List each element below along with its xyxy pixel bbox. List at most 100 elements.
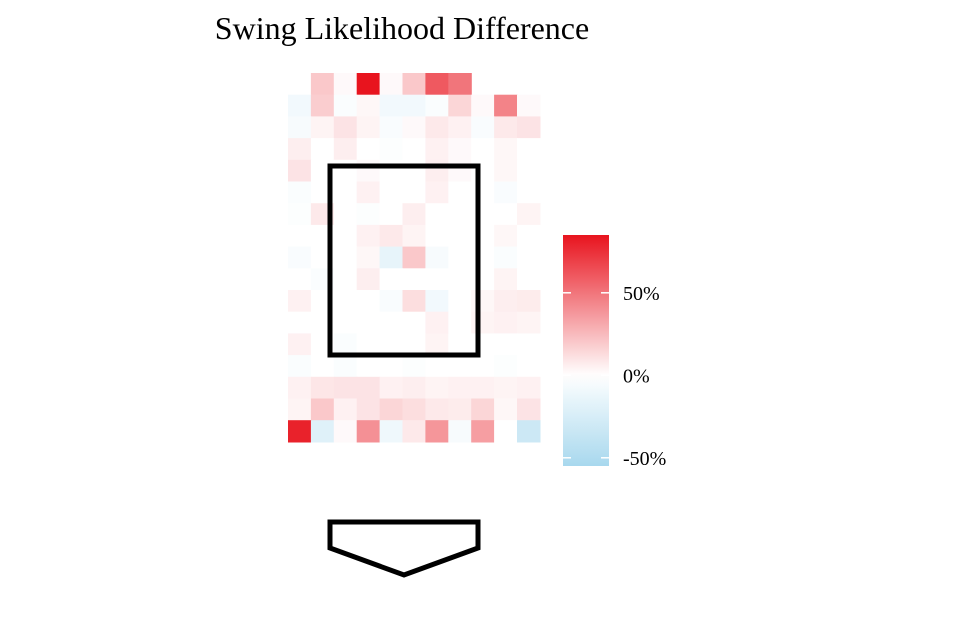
heatmap-cell	[448, 94, 472, 117]
heatmap-cell	[288, 246, 312, 269]
heatmap-cell	[517, 420, 541, 443]
heatmap-cell	[448, 181, 472, 204]
chart-title: Swing Likelihood Difference	[215, 10, 589, 46]
heatmap-cell	[379, 398, 404, 421]
heatmap-cell	[288, 333, 312, 356]
heatmap-cell	[471, 376, 495, 400]
heatmap-cell	[288, 290, 312, 313]
legend-tick-label: 0%	[623, 365, 650, 387]
heatmap-cell	[356, 290, 381, 313]
heatmap-cell	[425, 94, 449, 117]
heatmap-cell	[402, 268, 426, 291]
heatmap-cell	[425, 246, 449, 269]
heatmap-cell	[448, 355, 472, 378]
heatmap-cell	[517, 116, 541, 139]
heatmap-cell	[494, 311, 518, 334]
heatmap-cell	[448, 159, 472, 183]
heatmap-cell	[333, 290, 358, 313]
heatmap-cell	[333, 355, 358, 378]
heatmap-cell	[288, 203, 312, 226]
heatmap-cell	[379, 138, 404, 161]
heatmap-cell	[356, 420, 381, 443]
heatmap-cell	[494, 159, 518, 183]
heatmap-cell	[425, 224, 449, 248]
heatmap-cell	[379, 268, 404, 291]
heatmap-cell	[356, 94, 381, 117]
heatmap-cell	[333, 138, 358, 161]
heatmap-cell	[356, 116, 381, 139]
heatmap-cell	[517, 355, 541, 378]
heatmap-cell	[517, 224, 541, 248]
heatmap-cell	[494, 376, 518, 400]
heatmap-cell	[333, 376, 358, 400]
heatmap-cell	[288, 94, 312, 117]
color-legend-ticks: 50% 0% -50%	[563, 283, 666, 470]
heatmap-cell	[310, 355, 335, 378]
heatmap-cell	[402, 138, 426, 161]
heatmap-cell	[333, 94, 358, 117]
heatmap-cell	[425, 138, 449, 161]
heatmap-cell	[402, 73, 426, 96]
strike-zone	[327, 163, 481, 358]
heatmap-cell	[379, 311, 404, 334]
heatmap-cell	[494, 138, 518, 161]
heatmap-cell	[333, 398, 358, 421]
heatmap-cell	[333, 224, 358, 248]
heatmap-cell	[379, 333, 404, 356]
heatmap-cell	[448, 203, 472, 226]
heatmap-cell	[494, 420, 518, 443]
heatmap-cell	[333, 420, 358, 443]
heatmap-cell	[402, 290, 426, 313]
heatmap-cell	[471, 246, 495, 269]
heatmap-cell	[448, 268, 472, 291]
heatmap-cell	[448, 398, 472, 421]
heatmap-cell	[494, 268, 518, 291]
heatmap-cell	[379, 246, 404, 269]
heatmap-cell	[517, 181, 541, 204]
heatmap-cell	[471, 333, 495, 356]
heatmap-cell	[356, 355, 381, 378]
heatmap-cell	[448, 246, 472, 269]
heatmap-cell	[379, 203, 404, 226]
heatmap-cell	[517, 246, 541, 269]
heatmap-cell	[494, 181, 518, 204]
heatmap-cell	[448, 116, 472, 139]
heatmap-cell	[310, 73, 335, 96]
heatmap-cell	[471, 290, 495, 313]
heatmap-cell	[494, 224, 518, 248]
heatmap-cell	[471, 138, 495, 161]
heatmap-cell	[402, 116, 426, 139]
heatmap-cell	[356, 398, 381, 421]
heatmap-cell	[402, 181, 426, 204]
heatmap-cell	[288, 159, 312, 183]
legend-tick-label: 50%	[623, 283, 660, 305]
heatmap-cell	[356, 203, 381, 226]
heatmap-cell	[494, 94, 518, 117]
heatmap-cell	[425, 116, 449, 139]
heatmap-cell	[517, 138, 541, 161]
heatmap-cell	[288, 355, 312, 378]
heatmap-cell	[517, 333, 541, 356]
heatmap-cell	[379, 420, 404, 443]
heatmap-cell	[310, 138, 335, 161]
heatmap-cell	[448, 290, 472, 313]
heatmap-cell	[448, 376, 472, 400]
heatmap-cell	[288, 376, 312, 400]
heatmap-cell	[448, 224, 472, 248]
heatmap-cell	[356, 333, 381, 356]
heatmap-cell	[402, 398, 426, 421]
heatmap-cell	[333, 181, 358, 204]
heatmap-cell	[402, 203, 426, 226]
heatmap-cell	[379, 181, 404, 204]
heatmap-cell	[356, 311, 381, 334]
heatmap-cell	[517, 94, 541, 117]
heatmap-cell	[402, 355, 426, 378]
heatmap-cell	[448, 138, 472, 161]
heatmap-cell	[288, 116, 312, 139]
heatmap-cell	[379, 159, 404, 183]
heatmap-cell	[425, 311, 449, 334]
heatmap-cell	[288, 398, 312, 421]
heatmap-cell	[425, 420, 449, 443]
heatmap-cell	[494, 355, 518, 378]
